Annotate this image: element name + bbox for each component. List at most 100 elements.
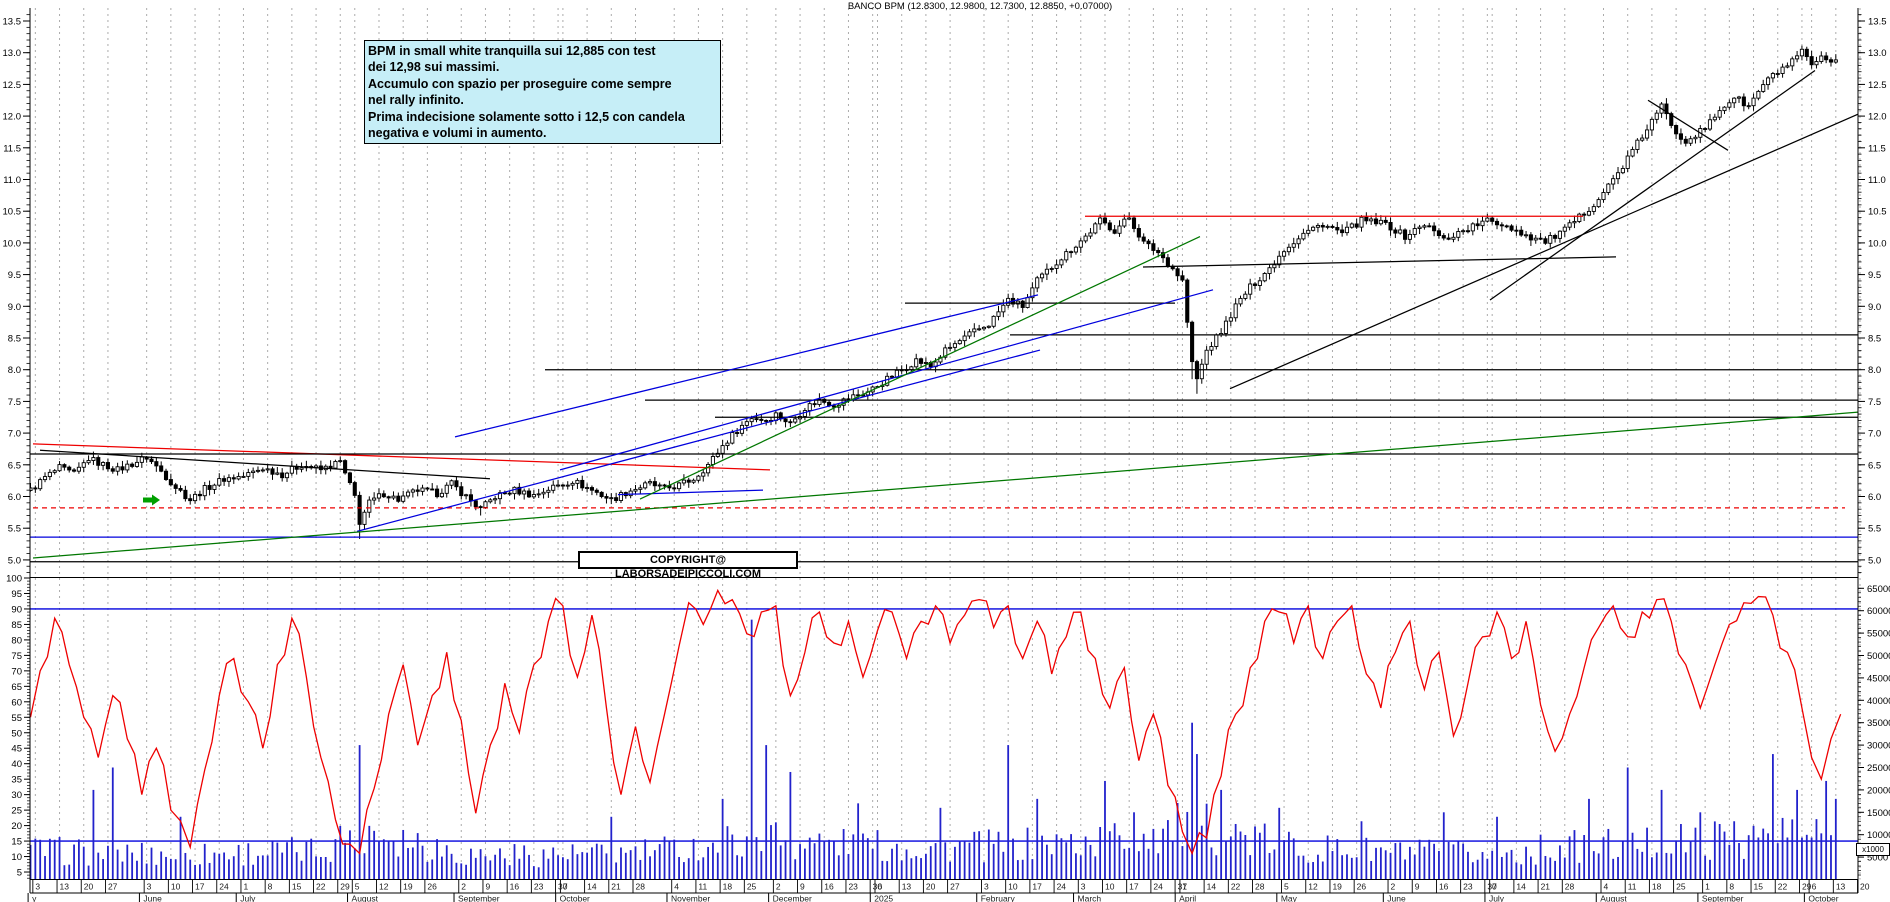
svg-text:5: 5 [1284, 882, 1289, 892]
svg-text:30: 30 [1487, 882, 1497, 892]
svg-text:11.0: 11.0 [3, 175, 21, 186]
svg-text:50: 50 [11, 728, 22, 739]
svg-text:25: 25 [11, 806, 22, 817]
svg-text:y: y [32, 894, 37, 902]
svg-text:13.5: 13.5 [1868, 17, 1887, 28]
svg-text:20000: 20000 [1867, 785, 1890, 796]
svg-text:7.5: 7.5 [1868, 397, 1881, 408]
svg-text:August: August [1600, 894, 1627, 902]
fan-blue-2 [559, 289, 1214, 471]
svg-text:10.0: 10.0 [3, 238, 22, 249]
svg-text:25: 25 [747, 882, 757, 892]
svg-text:11: 11 [1628, 882, 1637, 892]
svg-text:8: 8 [268, 882, 273, 892]
oscillator-reference-lines [30, 608, 1858, 842]
svg-text:12: 12 [1308, 882, 1318, 892]
svg-text:6.0: 6.0 [8, 492, 21, 503]
volume-bars-layer [30, 619, 1837, 880]
svg-text:7: 7 [563, 882, 568, 892]
trendline-desc-sept-peak [1647, 99, 1729, 151]
svg-text:11.0: 11.0 [1868, 175, 1886, 186]
svg-text:7: 7 [1182, 882, 1187, 892]
svg-text:1: 1 [243, 882, 248, 892]
svg-text:6.5: 6.5 [1868, 460, 1881, 471]
svg-text:10: 10 [171, 882, 181, 892]
svg-text:10.0: 10.0 [1868, 238, 1887, 249]
svg-text:35: 35 [11, 775, 22, 786]
svg-text:26: 26 [1357, 882, 1367, 892]
svg-text:9: 9 [1415, 882, 1420, 892]
svg-text:27: 27 [950, 882, 960, 892]
svg-text:29: 29 [1802, 882, 1812, 892]
svg-text:June: June [143, 894, 162, 902]
svg-text:5: 5 [355, 882, 360, 892]
svg-text:28: 28 [1565, 882, 1575, 892]
svg-text:20: 20 [1860, 882, 1870, 892]
svg-text:21: 21 [611, 882, 621, 892]
svg-text:85: 85 [11, 620, 22, 631]
svg-text:July: July [240, 894, 256, 902]
svg-text:5000: 5000 [1867, 853, 1888, 864]
svg-text:13.5: 13.5 [3, 17, 22, 28]
volume-scale-unit-label: x1000 [1856, 843, 1890, 856]
trendline-asc-right-1 [1229, 113, 1858, 390]
svg-text:5: 5 [17, 868, 22, 879]
svg-text:90: 90 [11, 604, 22, 615]
svg-text:3: 3 [984, 882, 989, 892]
svg-text:27: 27 [108, 882, 118, 892]
svg-text:20: 20 [926, 882, 936, 892]
svg-text:40: 40 [11, 759, 22, 770]
svg-text:2: 2 [461, 882, 466, 892]
green-arrow [143, 494, 160, 506]
svg-text:15: 15 [11, 837, 22, 848]
svg-text:30: 30 [873, 882, 883, 892]
svg-text:45000: 45000 [1867, 673, 1890, 684]
svg-text:10.5: 10.5 [3, 207, 22, 218]
svg-text:May: May [1281, 894, 1298, 902]
svg-text:9: 9 [800, 882, 805, 892]
svg-text:April: April [1179, 894, 1196, 902]
svg-text:35000: 35000 [1867, 718, 1890, 729]
svg-text:10: 10 [11, 852, 22, 863]
svg-text:24: 24 [219, 882, 229, 892]
svg-text:11.5: 11.5 [1868, 143, 1886, 154]
svg-text:13.0: 13.0 [3, 48, 22, 59]
marker-green-arrow [143, 494, 160, 506]
svg-text:9.0: 9.0 [8, 302, 21, 313]
svg-text:29: 29 [340, 882, 350, 892]
svg-text:20: 20 [84, 882, 94, 892]
svg-text:30000: 30000 [1867, 741, 1890, 752]
svg-text:5.5: 5.5 [1868, 524, 1881, 535]
svg-text:6: 6 [878, 882, 883, 892]
svg-text:6.5: 6.5 [8, 460, 21, 471]
svg-text:8.5: 8.5 [1868, 334, 1881, 345]
svg-text:September: September [458, 894, 500, 902]
svg-text:17: 17 [1129, 882, 1139, 892]
support-9.6-rising [1142, 256, 1617, 268]
svg-text:11.5: 11.5 [3, 143, 21, 154]
svg-text:15: 15 [292, 882, 302, 892]
svg-text:45: 45 [11, 744, 22, 755]
svg-text:12: 12 [379, 882, 389, 892]
trendlines-layer [30, 69, 1858, 563]
svg-text:September: September [1702, 894, 1744, 902]
svg-text:19: 19 [1332, 882, 1342, 892]
svg-text:13: 13 [902, 882, 912, 892]
svg-text:12.0: 12.0 [3, 112, 22, 123]
panel-frame [29, 8, 1859, 894]
svg-text:8: 8 [1729, 882, 1734, 892]
svg-text:8.0: 8.0 [8, 365, 21, 376]
svg-text:3: 3 [1081, 882, 1086, 892]
svg-text:55: 55 [11, 713, 22, 724]
svg-text:16: 16 [510, 882, 520, 892]
svg-text:60000: 60000 [1867, 606, 1890, 617]
svg-text:10: 10 [1105, 882, 1115, 892]
svg-text:3: 3 [35, 882, 40, 892]
svg-text:10: 10 [1008, 882, 1018, 892]
svg-text:65000: 65000 [1867, 584, 1890, 595]
svg-text:6.0: 6.0 [1868, 492, 1881, 503]
svg-text:50000: 50000 [1867, 651, 1890, 662]
svg-text:13: 13 [1836, 882, 1846, 892]
svg-text:2: 2 [1391, 882, 1396, 892]
svg-text:22: 22 [1778, 882, 1788, 892]
